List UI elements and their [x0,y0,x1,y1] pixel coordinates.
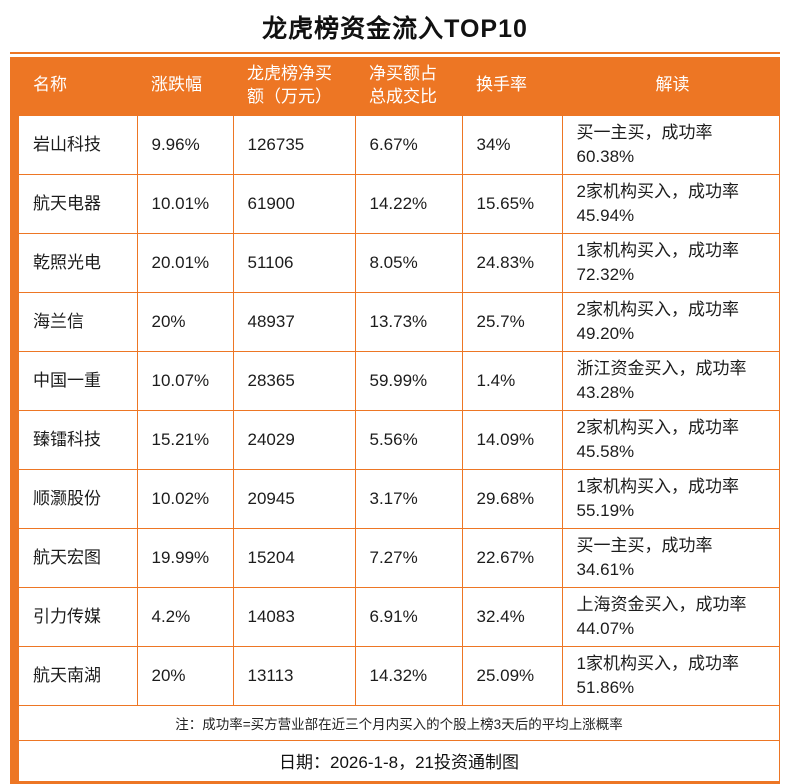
table-row: 航天南湖 20% 13113 14.32% 25.09% 1家机构买入，成功率5… [19,645,779,706]
net-buy-amount: 15204 [232,527,356,588]
net-buy-ratio: 13.73% [354,291,463,352]
stock-name: 岩山科技 [19,114,138,175]
stock-name: 引力传媒 [19,586,138,647]
table-row: 引力传媒 4.2% 14083 6.91% 32.4% 上海资金买入，成功率44… [19,586,779,647]
change-pct: 15.21% [136,409,234,470]
change-pct: 10.02% [136,468,234,529]
net-buy-amount: 13113 [232,645,356,706]
page-title: 龙虎榜资金流入TOP10 [262,15,528,43]
net-buy-ratio: 6.91% [354,586,463,647]
net-buy-ratio: 59.99% [354,350,463,411]
table-row: 海兰信 20% 48937 13.73% 25.7% 2家机构买入，成功率49.… [19,291,779,352]
change-pct: 10.07% [136,350,234,411]
change-pct: 19.99% [136,527,234,588]
net-buy-ratio: 7.27% [354,527,463,588]
interpretation: 1家机构买入，成功率55.19% [561,468,779,529]
stock-name: 中国一重 [19,350,138,411]
table-row: 航天电器 10.01% 61900 14.22% 15.65% 2家机构买入，成… [19,173,779,234]
table-row: 乾照光电 20.01% 51106 8.05% 24.83% 1家机构买入，成功… [19,232,779,293]
title-divider [10,52,780,54]
col-header-turnover: 换手率 [462,57,562,116]
change-pct: 10.01% [136,173,234,234]
stock-name: 航天南湖 [19,645,138,706]
net-buy-ratio: 5.56% [354,409,463,470]
table-header-row: 名称 涨跌幅 龙虎榜净买额（万元） 净买额占总成交比 换手率 解读 [19,57,779,116]
footnote: 注：成功率=买方营业部在近三个月内买入的个股上榜3天后的平均上涨概率 [175,716,623,732]
interpretation: 2家机构买入，成功率49.20% [561,291,779,352]
net-buy-amount: 24029 [232,409,356,470]
change-pct: 9.96% [136,114,234,175]
net-buy-amount: 51106 [232,232,356,293]
net-buy-ratio: 6.67% [354,114,463,175]
table-frame: 名称 涨跌幅 龙虎榜净买额（万元） 净买额占总成交比 换手率 解读 岩山科技 9… [10,57,780,784]
net-buy-amount: 48937 [232,291,356,352]
net-buy-ratio: 14.32% [354,645,463,706]
table-row: 岩山科技 9.96% 126735 6.67% 34% 买一主买，成功率60.3… [19,114,779,175]
net-buy-amount: 14083 [232,586,356,647]
col-header-name: 名称 [19,57,137,116]
col-header-ratio: 净买额占总成交比 [355,57,462,116]
col-header-change: 涨跌幅 [137,57,233,116]
date-caption: 日期：2026-1-8，21投资通制图 [19,739,779,781]
table-row: 臻镭科技 15.21% 24029 5.56% 14.09% 2家机构买入，成功… [19,409,779,470]
table-row: 顺灏股份 10.02% 20945 3.17% 29.68% 1家机构买入，成功… [19,468,779,529]
interpretation: 2家机构买入，成功率45.94% [561,173,779,234]
change-pct: 20% [136,645,234,706]
stock-name: 乾照光电 [19,232,138,293]
interpretation: 上海资金买入，成功率44.07% [561,586,779,647]
net-buy-ratio: 14.22% [354,173,463,234]
net-buy-amount: 28365 [232,350,356,411]
turnover-rate: 32.4% [461,586,563,647]
change-pct: 20% [136,291,234,352]
stock-name: 航天宏图 [19,527,138,588]
turnover-rate: 15.65% [461,173,563,234]
change-pct: 4.2% [136,586,234,647]
turnover-rate: 29.68% [461,468,563,529]
turnover-rate: 1.4% [461,350,563,411]
interpretation: 浙江资金买入，成功率43.28% [561,350,779,411]
col-header-netbuy: 龙虎榜净买额（万元） [233,57,355,116]
table-row: 航天宏图 19.99% 15204 7.27% 22.67% 买一主买，成功率3… [19,527,779,588]
net-buy-ratio: 3.17% [354,468,463,529]
turnover-rate: 34% [461,114,563,175]
stock-name: 海兰信 [19,291,138,352]
turnover-rate: 24.83% [461,232,563,293]
table-row: 中国一重 10.07% 28365 59.99% 1.4% 浙江资金买入，成功率… [19,350,779,411]
net-buy-amount: 61900 [232,173,356,234]
change-pct: 20.01% [136,232,234,293]
net-buy-ratio: 8.05% [354,232,463,293]
turnover-rate: 14.09% [461,409,563,470]
net-buy-amount: 20945 [232,468,356,529]
turnover-rate: 25.09% [461,645,563,706]
interpretation: 1家机构买入，成功率51.86% [561,645,779,706]
stock-name: 航天电器 [19,173,138,234]
interpretation: 1家机构买入，成功率72.32% [561,232,779,293]
top10-table: 名称 涨跌幅 龙虎榜净买额（万元） 净买额占总成交比 换手率 解读 岩山科技 9… [19,57,779,706]
stock-name: 顺灏股份 [19,468,138,529]
col-header-interpretation: 解读 [562,57,779,116]
turnover-rate: 22.67% [461,527,563,588]
stock-name: 臻镭科技 [19,409,138,470]
interpretation: 买一主买，成功率34.61% [561,527,779,588]
interpretation: 2家机构买入，成功率45.58% [561,409,779,470]
turnover-rate: 25.7% [461,291,563,352]
net-buy-amount: 126735 [232,114,356,175]
interpretation: 买一主买，成功率60.38% [561,114,779,175]
